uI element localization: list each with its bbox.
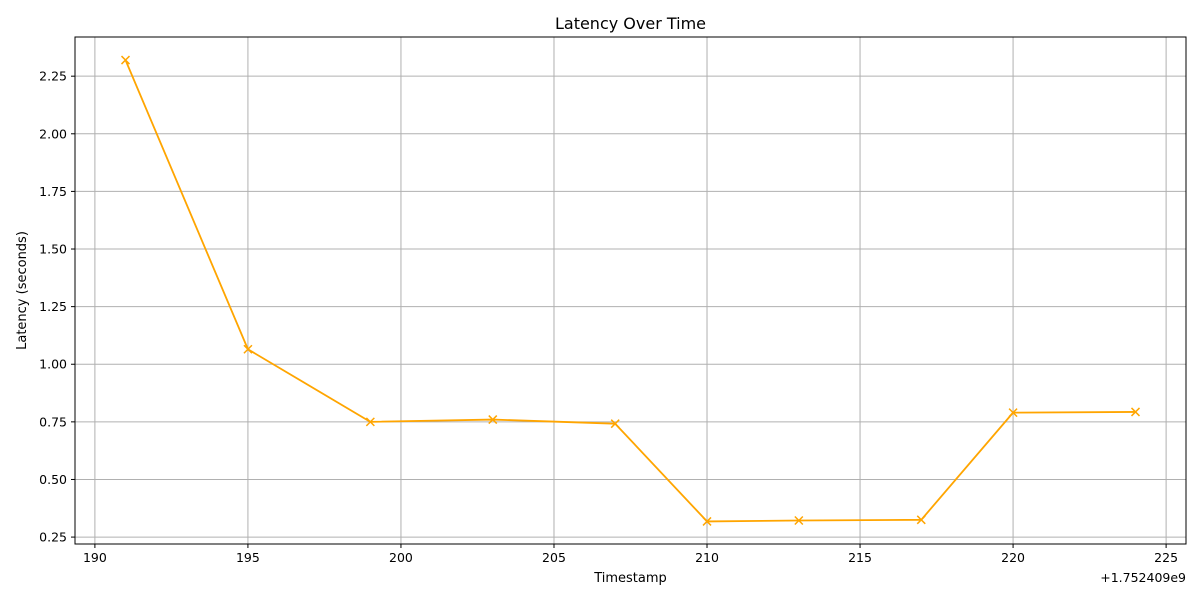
y-tick-label: 1.75 — [39, 184, 67, 199]
data-point-marker — [1008, 408, 1018, 418]
x-tick-label: 190 — [83, 550, 107, 565]
data-point-marker — [120, 55, 131, 65]
x-tick-label: 205 — [542, 550, 566, 565]
data-point-marker — [610, 419, 620, 429]
x-axis-label: Timestamp — [593, 571, 667, 586]
plot-frame — [74, 36, 1187, 545]
series — [120, 55, 1141, 526]
y-tick-label: 0.25 — [39, 530, 67, 545]
grid — [75, 37, 1186, 544]
x-tick-label: 210 — [695, 550, 719, 565]
x-axis-offset-label: +1.752409e9 — [1100, 570, 1186, 585]
data-point-marker — [488, 415, 498, 425]
x-tick-label: 225 — [1154, 550, 1178, 565]
data-point-marker — [794, 515, 804, 526]
y-tick-label: 2.25 — [39, 69, 67, 84]
ticks: 190 195 200 205 210 215 220 225 0.25 0.50 0.75 1.00… — [39, 69, 1178, 565]
y-tick-label: 1.25 — [39, 299, 67, 314]
data-point-marker — [1130, 407, 1141, 417]
y-tick-label: 0.50 — [39, 472, 67, 487]
y-tick-label: 0.75 — [39, 414, 67, 429]
chart-title: Latency Over Time — [555, 14, 706, 33]
data-point-marker — [243, 344, 253, 354]
x-tick-label: 215 — [848, 550, 872, 565]
x-tick-label: 200 — [389, 550, 413, 565]
data-point-marker — [702, 516, 712, 526]
data-point-marker — [365, 417, 375, 427]
latency-line — [124, 59, 1136, 523]
y-axis-label: Latency (seconds) — [15, 231, 30, 350]
data-point-marker — [916, 515, 926, 525]
y-tick-label: 1.00 — [39, 357, 67, 372]
y-tick-label: 2.00 — [39, 126, 67, 141]
x-tick-label: 195 — [236, 550, 260, 565]
y-tick-label: 1.50 — [39, 242, 67, 257]
x-tick-label: 220 — [1001, 550, 1025, 565]
